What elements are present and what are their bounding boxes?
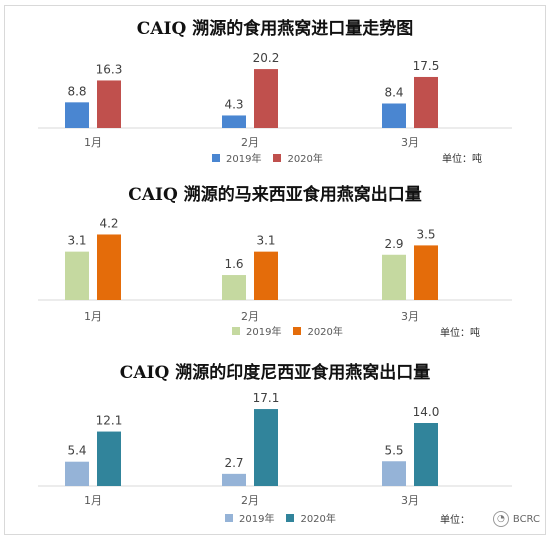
chart2-legend: 2019年 2020年 — [232, 323, 343, 338]
data-label: 5.5 — [384, 443, 403, 457]
bar-2020-2 — [254, 251, 278, 300]
chart3-unit: 单位： — [440, 515, 470, 526]
bar-2020-3 — [414, 423, 438, 486]
bar-2020-3 — [414, 245, 438, 300]
chart2-unit: 单位：吨 — [440, 328, 480, 339]
x-tick-label: 3月 — [401, 494, 419, 507]
data-label: 5.4 — [67, 444, 86, 458]
data-label: 4.3 — [224, 97, 243, 111]
data-label: 2.7 — [224, 456, 243, 470]
chart1: 8.8 16.3 1月 4.3 20.2 2月 8.4 17.5 3月 — [0, 38, 550, 178]
data-label: 16.3 — [96, 62, 123, 76]
bar-2019-1 — [65, 102, 89, 128]
chart1-title: CAIQ 溯源的食用燕窝进口量走势图 — [136, 19, 414, 39]
legend-label-2019: 2019年 — [239, 514, 275, 525]
chart2: 3.1 4.2 1月 1.6 3.1 2月 2.9 3.5 3月 — [0, 206, 550, 346]
legend-swatch-2019 — [225, 513, 233, 522]
data-label: 3.1 — [256, 234, 275, 248]
legend-label-2020: 2020年 — [307, 327, 343, 338]
bar-2020-1 — [97, 234, 121, 300]
x-tick-label: 1月 — [84, 136, 102, 149]
wechat-icon: ◔ — [492, 511, 509, 527]
bar-2019-1 — [65, 461, 89, 486]
x-tick-label: 2月 — [241, 136, 259, 149]
legend-swatch-2020 — [273, 153, 282, 162]
data-label: 17.1 — [253, 391, 280, 405]
bar-2019-3 — [382, 254, 406, 300]
bar-2020-2 — [254, 69, 278, 128]
data-label: 3.1 — [67, 234, 86, 248]
x-tick-label: 3月 — [401, 310, 419, 323]
legend-label-2020: 2020年 — [287, 154, 323, 165]
x-tick-label: 3月 — [401, 136, 419, 149]
data-label: 8.8 — [67, 84, 86, 98]
bar-2019-3 — [382, 461, 406, 486]
chart2-title: CAIQ 溯源的马来西亚食用燕窝出口量 — [128, 185, 422, 205]
data-label: 8.4 — [384, 86, 403, 100]
bar-2020-3 — [414, 76, 438, 128]
bar-2020-2 — [254, 409, 278, 486]
chart2-plot: 3.1 4.2 1月 1.6 3.1 2月 2.9 3.5 3月 — [38, 216, 512, 323]
legend-swatch-2020 — [286, 513, 295, 522]
chart1-unit: 单位：吨 — [442, 154, 482, 165]
legend-label-2020: 2020年 — [300, 514, 336, 525]
data-label: 14.0 — [413, 405, 440, 419]
x-tick-label: 2月 — [241, 310, 259, 323]
chart3: 5.4 12.1 1月 2.7 17.1 2月 5.5 14.0 3月 — [0, 382, 550, 522]
bar-2020-1 — [97, 80, 121, 128]
bar-2019-2 — [222, 275, 246, 300]
bar-2019-2 — [222, 115, 246, 128]
legend-swatch-2020 — [293, 326, 302, 335]
chart3-plot: 5.4 12.1 1月 2.7 17.1 2月 5.5 14.0 3月 — [38, 391, 512, 507]
legend-swatch-2019 — [232, 326, 240, 335]
chart3-legend: 2019年 2020年 — [225, 510, 336, 525]
bar-2019-3 — [382, 103, 406, 128]
data-label: 4.2 — [99, 216, 118, 230]
chart3-title: CAIQ 溯源的印度尼西亚食用燕窝出口量 — [119, 363, 431, 383]
x-tick-label: 1月 — [84, 310, 102, 323]
bar-2019-2 — [222, 473, 246, 486]
chart1-legend: 2019年 2020年 — [212, 150, 323, 165]
data-label: 20.2 — [253, 51, 280, 65]
data-label: 17.5 — [413, 59, 440, 73]
watermark: ◔ BCRC — [492, 511, 540, 527]
bar-2020-1 — [97, 431, 121, 486]
bar-2019-1 — [65, 251, 89, 300]
data-label: 3.5 — [416, 227, 435, 241]
data-label: 1.6 — [224, 257, 243, 271]
data-label: 12.1 — [96, 414, 123, 428]
data-label: 2.9 — [384, 237, 403, 251]
watermark-text: BCRC — [512, 513, 540, 525]
x-tick-label: 2月 — [241, 494, 259, 507]
legend-label-2019: 2019年 — [226, 154, 262, 165]
chart1-plot: 8.8 16.3 1月 4.3 20.2 2月 8.4 17.5 3月 — [38, 51, 512, 149]
x-tick-label: 1月 — [84, 494, 102, 507]
legend-label-2019: 2019年 — [246, 327, 282, 338]
legend-swatch-2019 — [212, 153, 220, 162]
